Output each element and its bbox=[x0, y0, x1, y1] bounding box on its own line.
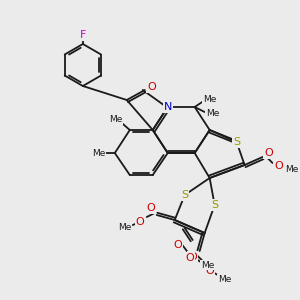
Text: Me: Me bbox=[92, 148, 106, 158]
Text: O: O bbox=[205, 266, 214, 276]
Text: N: N bbox=[164, 102, 172, 112]
Text: O: O bbox=[274, 161, 283, 171]
Text: Me: Me bbox=[218, 274, 231, 284]
Text: S: S bbox=[211, 200, 218, 210]
Text: O: O bbox=[146, 203, 155, 213]
Text: F: F bbox=[80, 30, 86, 40]
Text: O: O bbox=[185, 253, 194, 263]
Text: S: S bbox=[181, 190, 188, 200]
Text: Me: Me bbox=[206, 110, 219, 118]
Text: O: O bbox=[173, 240, 182, 250]
Text: Me: Me bbox=[118, 224, 131, 232]
Text: O: O bbox=[147, 82, 156, 92]
Text: S: S bbox=[233, 137, 240, 147]
Text: Me: Me bbox=[285, 166, 298, 175]
Text: O: O bbox=[264, 148, 273, 158]
Text: Me: Me bbox=[201, 260, 214, 269]
Text: O: O bbox=[135, 217, 144, 227]
Text: Me: Me bbox=[109, 116, 122, 124]
Text: Me: Me bbox=[203, 94, 216, 103]
Text: O: O bbox=[188, 252, 197, 262]
